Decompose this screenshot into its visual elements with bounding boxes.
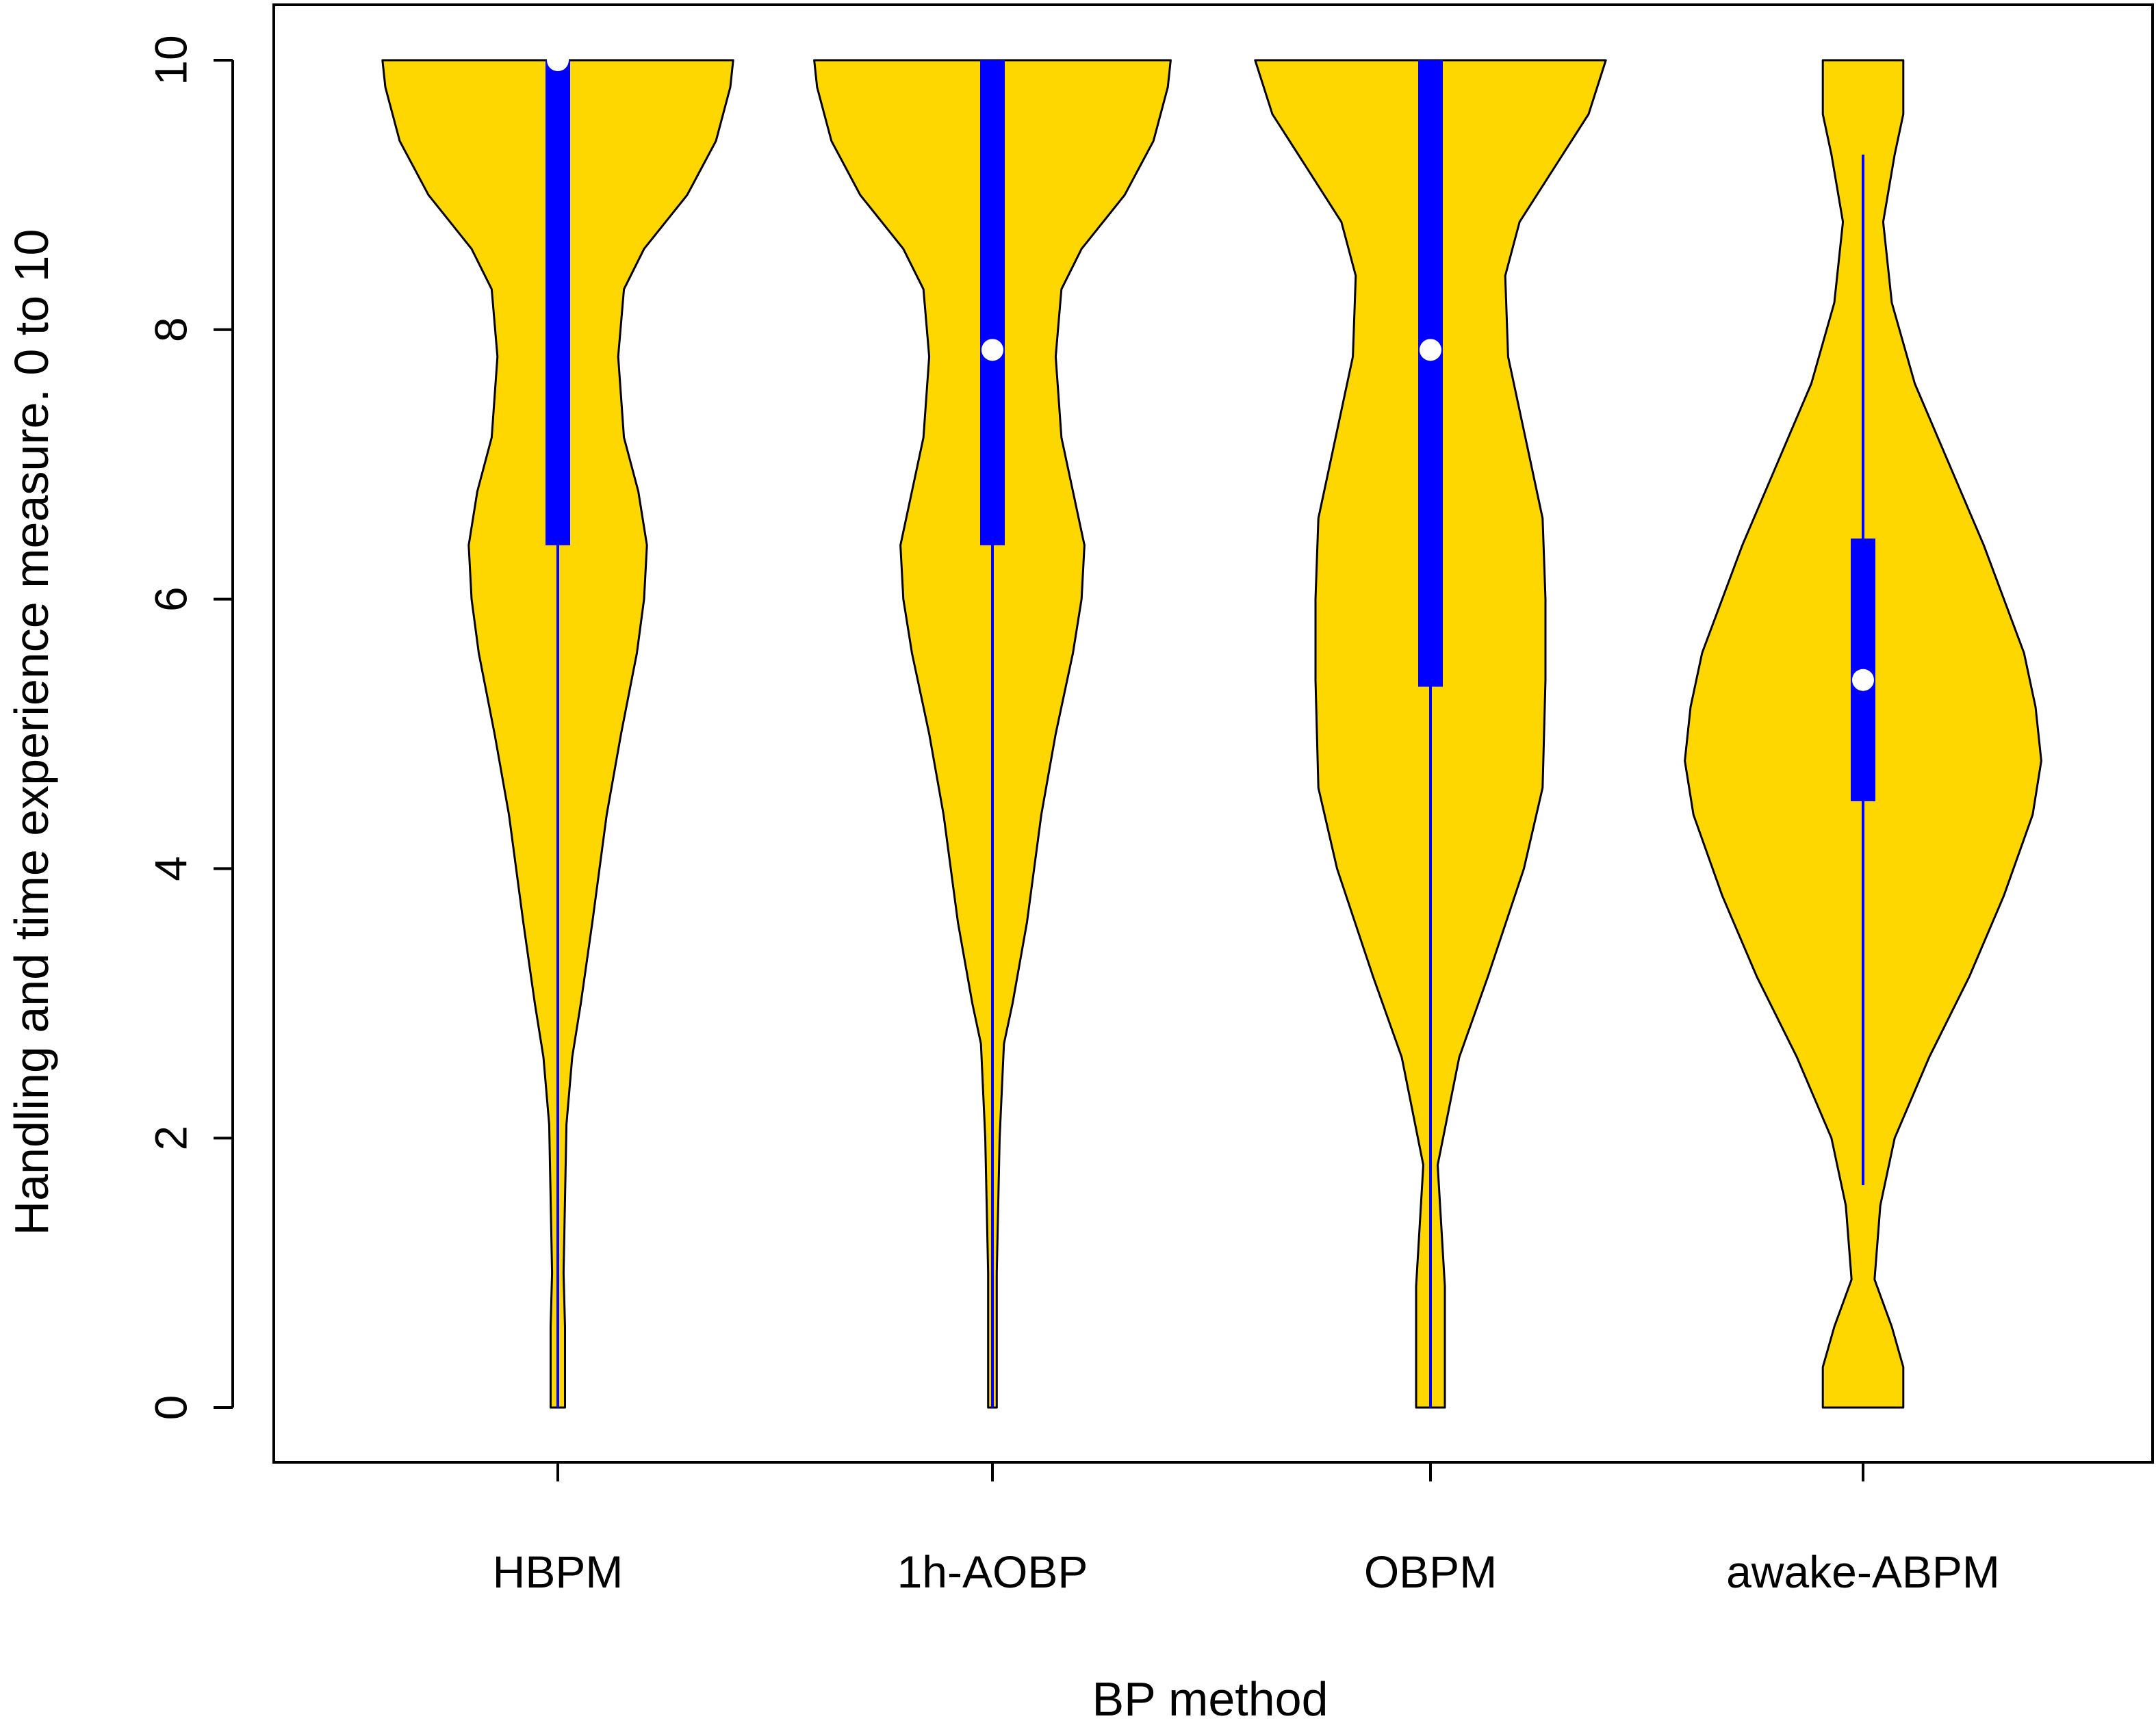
x-tick-label: HBPM <box>493 1546 624 1597</box>
x-tick-label: OBPM <box>1364 1546 1497 1597</box>
plot-area <box>381 49 2042 1409</box>
median-marker-1h-aobp <box>981 339 1003 361</box>
x-tick-label: 1h-AOBP <box>897 1546 1088 1597</box>
y-axis-title: Handling and time experience measure. 0 … <box>5 229 58 1236</box>
y-tick-label: 10 <box>145 35 196 85</box>
y-tick-label: 6 <box>145 586 196 612</box>
x-axis-title: BP method <box>1092 1672 1328 1726</box>
median-marker-obpm <box>1420 339 1441 361</box>
y-tick-label: 4 <box>145 856 196 881</box>
x-tick-label: awake-ABPM <box>1726 1546 2000 1597</box>
y-tick-label: 2 <box>145 1126 196 1151</box>
iqr-box-hbpm <box>546 60 570 545</box>
plot-frame <box>272 3 2154 1464</box>
x-axis-ticks: HBPM 1h-AOBP OBPM awake-ABPM <box>493 1462 2000 1597</box>
median-marker-awake-abpm <box>1852 669 1874 691</box>
y-tick-label: 8 <box>145 317 196 342</box>
y-tick-label: 0 <box>145 1395 196 1421</box>
median-marker-hbpm <box>547 49 569 71</box>
iqr-box-1h-aobp <box>980 60 1005 545</box>
iqr-box-obpm <box>1418 60 1443 687</box>
y-axis-ticks: 0 2 4 6 8 10 <box>145 35 233 1420</box>
